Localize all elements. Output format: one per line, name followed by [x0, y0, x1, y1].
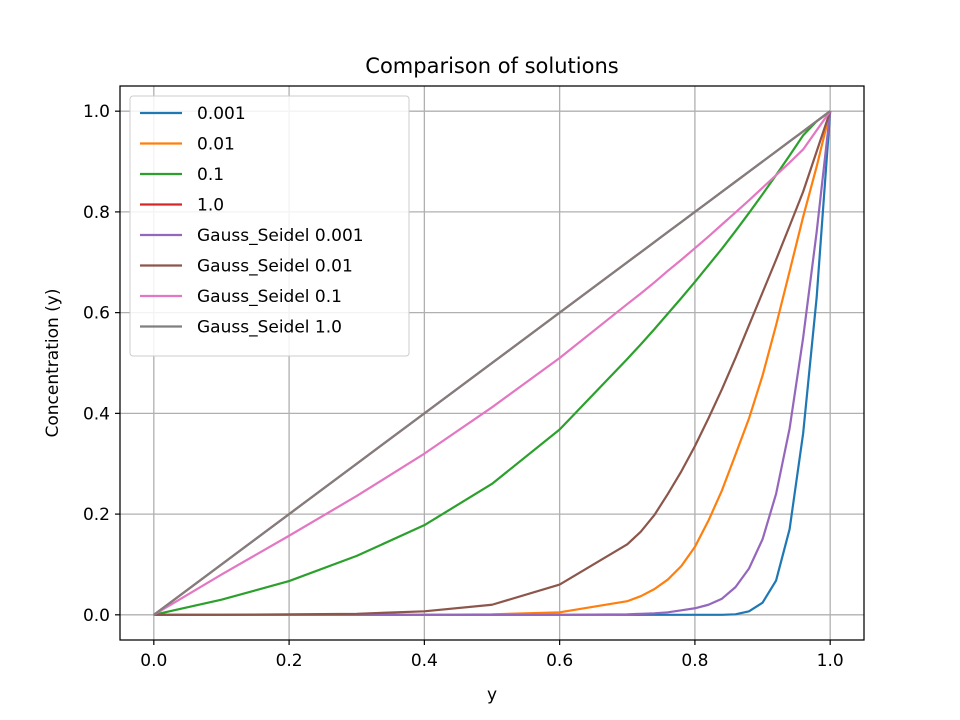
x-axis-label: y — [487, 685, 497, 705]
legend-label: Gauss_Seidel 0.01 — [197, 257, 353, 277]
plot-frame — [119, 85, 865, 641]
legend: 0.001 0.01 0.1 1.0 Gauss_Seidel 0.001 Gauss_S… — [129, 95, 410, 357]
y-tick-label: 1.0 — [83, 102, 110, 122]
axis-ticks: 0.0 0.2 0.4 0.6 0.8 1.0 0.0 0.2 0.4 0.6 0.8 1.0 — [83, 102, 844, 671]
y-tick-label: 0.2 — [83, 505, 110, 525]
legend-label: 0.01 — [197, 135, 235, 155]
y-axis-label: Concentration (y) — [43, 289, 63, 438]
legend-label: 0.1 — [197, 165, 224, 185]
legend-box — [129, 95, 410, 357]
legend-label: 1.0 — [197, 196, 224, 216]
series-line-4 — [153, 111, 832, 616]
y-tick-label: 0.8 — [83, 203, 110, 223]
legend-label: 0.001 — [197, 104, 246, 124]
chart-title: Comparison of solutions — [365, 54, 618, 78]
x-tick-label: 0.0 — [140, 651, 167, 671]
legend-label: Gauss_Seidel 0.001 — [197, 226, 364, 246]
y-tick-label: 0.0 — [83, 606, 110, 626]
y-tick-label: 0.4 — [83, 404, 110, 424]
legend-label: Gauss_Seidel 0.1 — [197, 287, 342, 307]
series-line-6 — [153, 110, 832, 616]
x-tick-label: 0.2 — [276, 651, 303, 671]
series-line-5 — [153, 110, 832, 616]
grid — [120, 86, 864, 640]
series-line-2 — [153, 110, 831, 616]
x-tick-label: 0.6 — [546, 651, 573, 671]
x-tick-label: 0.8 — [681, 651, 708, 671]
x-tick-label: 0.4 — [411, 651, 438, 671]
y-tick-label: 0.6 — [83, 304, 110, 324]
legend-label: Gauss_Seidel 1.0 — [197, 318, 342, 338]
series-lines — [153, 110, 832, 616]
x-tick-label: 1.0 — [817, 651, 844, 671]
series-line-7 — [153, 110, 831, 616]
